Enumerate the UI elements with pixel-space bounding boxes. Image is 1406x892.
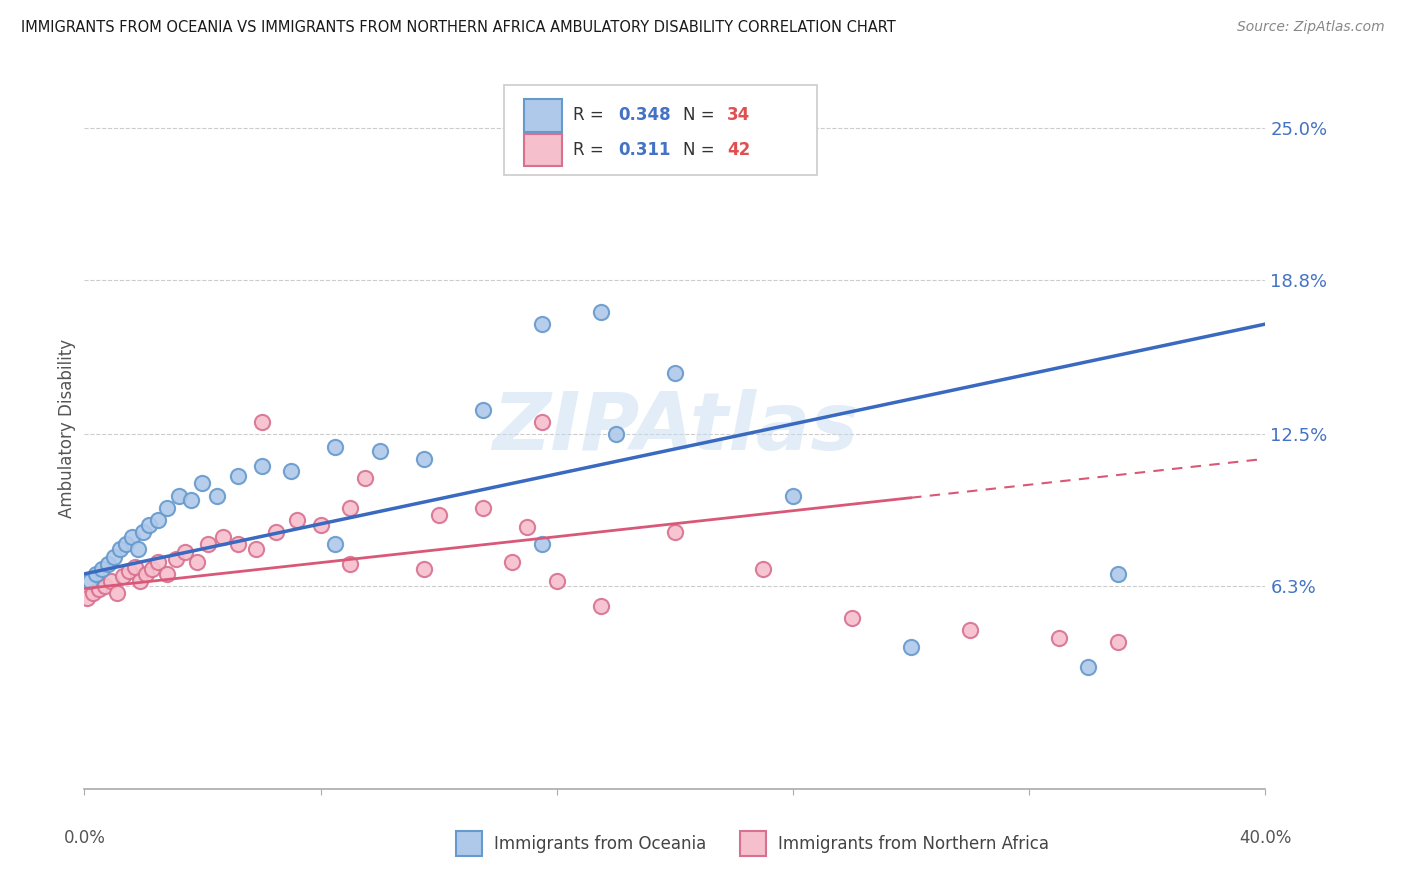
Point	[207, 489, 229, 503]
Point	[167, 489, 190, 503]
Point	[148, 513, 170, 527]
Point	[427, 508, 450, 522]
Point	[516, 520, 538, 534]
Point	[531, 415, 554, 429]
Text: N =: N =	[683, 141, 720, 159]
Text: IMMIGRANTS FROM OCEANIA VS IMMIGRANTS FROM NORTHERN AFRICA AMBULATORY DISABILITY: IMMIGRANTS FROM OCEANIA VS IMMIGRANTS FR…	[21, 20, 896, 35]
Point	[191, 476, 214, 491]
Point	[132, 525, 155, 540]
Point	[108, 542, 131, 557]
Text: R =: R =	[574, 106, 609, 124]
Point	[76, 591, 98, 606]
Point	[245, 542, 267, 557]
Point	[285, 513, 308, 527]
Point	[250, 415, 273, 429]
Point	[180, 493, 202, 508]
Point	[124, 559, 146, 574]
Point	[472, 500, 495, 515]
Text: ZIPAtlas: ZIPAtlas	[492, 389, 858, 467]
Text: Immigrants from Oceania: Immigrants from Oceania	[494, 835, 706, 853]
Point	[186, 555, 208, 569]
Point	[368, 444, 391, 458]
Text: 0.311: 0.311	[619, 141, 671, 159]
Point	[325, 537, 347, 551]
Point	[591, 305, 613, 319]
Point	[114, 537, 136, 551]
Point	[105, 586, 128, 600]
Point	[664, 525, 686, 540]
Point	[1107, 566, 1129, 581]
Point	[111, 569, 134, 583]
Point	[82, 586, 104, 600]
Point	[87, 582, 111, 596]
Point	[309, 517, 332, 532]
Text: Immigrants from Northern Africa: Immigrants from Northern Africa	[778, 835, 1049, 853]
Point	[591, 599, 613, 613]
Point	[79, 574, 101, 589]
Bar	[523, 134, 561, 166]
Point	[156, 566, 179, 581]
Point	[250, 459, 273, 474]
Point	[138, 517, 160, 532]
Point	[118, 565, 141, 579]
Point	[226, 537, 249, 551]
Point	[472, 402, 495, 417]
Point	[841, 611, 863, 625]
Point	[141, 562, 163, 576]
Point	[546, 574, 568, 589]
Point	[339, 500, 361, 515]
Point	[121, 530, 143, 544]
Point	[354, 471, 377, 485]
Y-axis label: Ambulatory Disability: Ambulatory Disability	[58, 339, 76, 517]
Point	[900, 640, 922, 655]
Point	[266, 525, 288, 540]
Bar	[523, 99, 561, 131]
Point	[129, 574, 152, 589]
Point	[165, 552, 187, 566]
Text: R =: R =	[574, 141, 609, 159]
Text: N =: N =	[683, 106, 720, 124]
Text: 40.0%: 40.0%	[1239, 829, 1292, 847]
Point	[959, 624, 981, 638]
Point	[782, 489, 804, 503]
FancyBboxPatch shape	[503, 85, 817, 175]
Text: 0.0%: 0.0%	[63, 829, 105, 847]
Point	[605, 427, 627, 442]
Point	[127, 542, 149, 557]
Point	[501, 555, 523, 569]
Point	[84, 566, 107, 581]
Point	[100, 574, 122, 589]
Bar	[457, 831, 482, 856]
Point	[531, 537, 554, 551]
Point	[173, 545, 195, 559]
Point	[148, 555, 170, 569]
Point	[664, 366, 686, 380]
Point	[197, 537, 219, 551]
Bar	[740, 831, 766, 856]
Point	[1107, 635, 1129, 649]
Text: 34: 34	[727, 106, 749, 124]
Point	[280, 464, 302, 478]
Point	[97, 557, 120, 571]
Point	[339, 557, 361, 571]
Text: 42: 42	[727, 141, 749, 159]
Text: 0.348: 0.348	[619, 106, 671, 124]
Point	[413, 451, 436, 466]
Point	[94, 579, 117, 593]
Point	[103, 549, 125, 564]
Point	[212, 530, 235, 544]
Point	[531, 317, 554, 331]
Point	[91, 562, 114, 576]
Point	[1077, 660, 1099, 674]
Point	[752, 562, 775, 576]
Point	[1047, 631, 1070, 645]
Point	[226, 469, 249, 483]
Point	[156, 500, 179, 515]
Text: Source: ZipAtlas.com: Source: ZipAtlas.com	[1237, 20, 1385, 34]
Point	[325, 440, 347, 454]
Point	[413, 562, 436, 576]
Point	[135, 566, 157, 581]
